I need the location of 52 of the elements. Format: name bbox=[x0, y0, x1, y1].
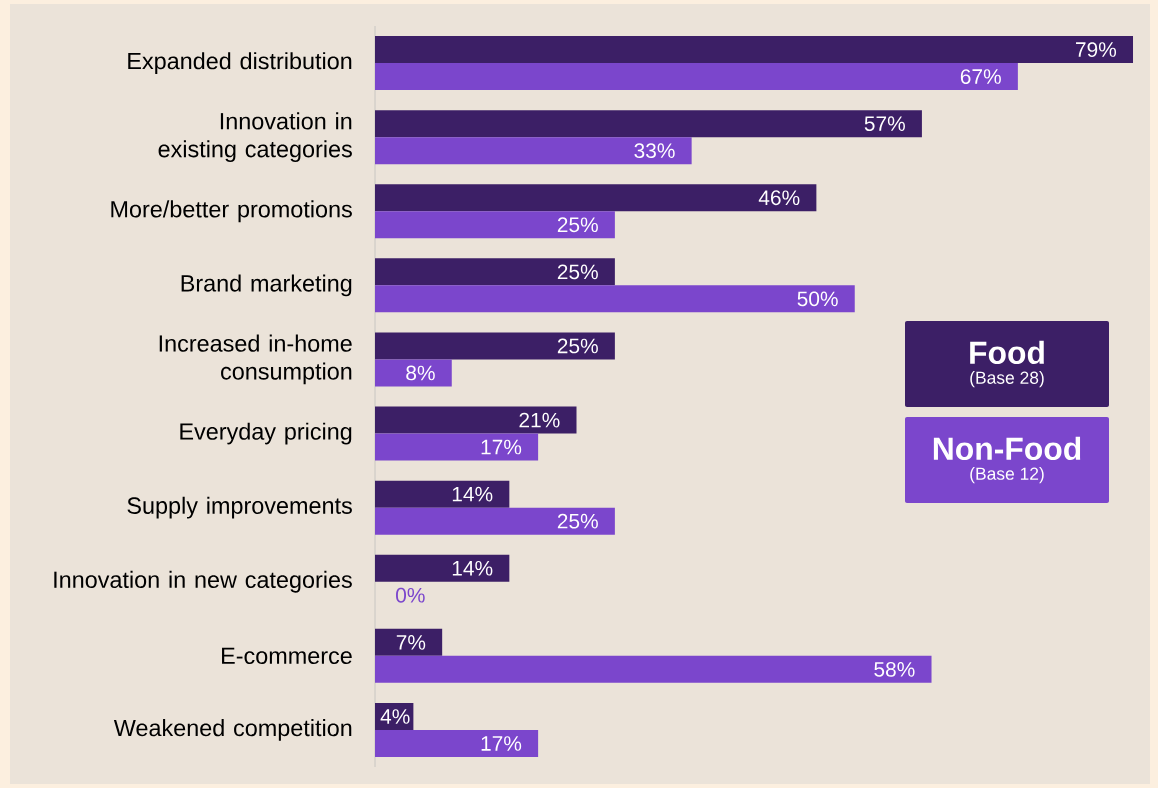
data-label: 21% bbox=[519, 412, 560, 428]
bar bbox=[375, 507, 615, 535]
data-label: 50% bbox=[797, 291, 838, 307]
data-label: 57% bbox=[864, 116, 905, 131]
data-label: 7% bbox=[396, 635, 426, 650]
y-tick-label: Weakened competition bbox=[113, 719, 352, 741]
data-label: 25% bbox=[557, 264, 598, 280]
y-tick-label: Supply improvements bbox=[127, 496, 352, 519]
bar bbox=[375, 628, 443, 656]
bar bbox=[375, 211, 615, 239]
text: Non-Food bbox=[933, 436, 1081, 461]
bar bbox=[375, 332, 615, 360]
y-tick-label: Everyday pricing bbox=[180, 422, 352, 445]
y-tick-label: Expanded distribution bbox=[128, 52, 352, 74]
data-label: 14% bbox=[452, 560, 493, 576]
bar bbox=[375, 184, 817, 212]
bar bbox=[375, 655, 932, 683]
bar bbox=[375, 285, 855, 313]
bar bbox=[375, 480, 510, 508]
data-label: 67% bbox=[960, 69, 1001, 84]
y-tick-label: E-commerce bbox=[222, 647, 352, 665]
data-label: 25% bbox=[557, 513, 598, 529]
data-label: 25% bbox=[557, 217, 598, 233]
annotation: (Base 28) bbox=[970, 371, 1044, 388]
bar bbox=[375, 729, 539, 757]
data-label: 4% bbox=[380, 709, 410, 724]
data-label: 14% bbox=[452, 486, 493, 502]
data-label: 79% bbox=[1076, 42, 1117, 57]
bar bbox=[375, 359, 452, 387]
bar bbox=[375, 36, 1134, 64]
y-tick-label: Innovation in new categories bbox=[54, 570, 352, 593]
y-tick-label: More/better promotions bbox=[111, 200, 352, 223]
data-label: 46% bbox=[758, 190, 800, 206]
y-tick-label: Innovation in existing categories bbox=[158, 112, 352, 162]
bar bbox=[375, 137, 692, 165]
y-tick-label: Increased in-home consumption bbox=[159, 334, 352, 385]
text: Food bbox=[970, 340, 1044, 365]
data-label: 0% bbox=[396, 587, 425, 603]
data-label: 58% bbox=[874, 661, 915, 677]
bar bbox=[375, 258, 615, 286]
data-label: 17% bbox=[481, 736, 522, 751]
y-tick-label: Brand marketing bbox=[181, 274, 352, 297]
bar bbox=[375, 406, 577, 434]
bar bbox=[375, 433, 539, 461]
data-label: 17% bbox=[481, 439, 522, 455]
data-label: 33% bbox=[634, 143, 675, 159]
annotation: (Base 12) bbox=[970, 467, 1044, 484]
bar bbox=[375, 110, 922, 138]
data-label: 8% bbox=[406, 365, 435, 381]
bar bbox=[375, 63, 1018, 91]
data-label: 25% bbox=[557, 338, 598, 354]
bar bbox=[375, 554, 510, 582]
